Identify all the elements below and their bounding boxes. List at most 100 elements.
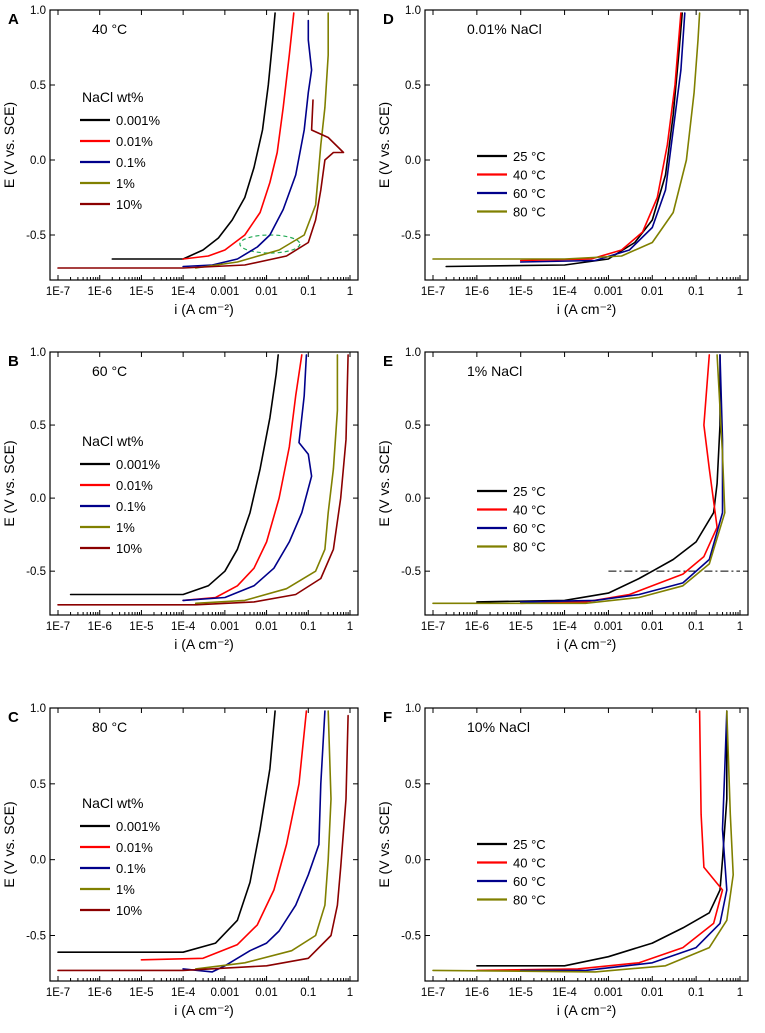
x-tick-label: 0.1 bbox=[300, 987, 316, 999]
legend-label: 0.01% bbox=[116, 840, 153, 855]
x-axis-title: i (A cm⁻²) bbox=[174, 1002, 234, 1018]
y-tick-label: 0.5 bbox=[405, 420, 421, 432]
x-tick-label: 0.001 bbox=[594, 286, 623, 298]
x-tick-label: 1E-7 bbox=[46, 987, 70, 999]
series-line-a-2 bbox=[182, 19, 313, 268]
legend-label: 80 °C bbox=[513, 893, 546, 908]
y-axis-title: E (V vs. SCE) bbox=[376, 801, 392, 887]
legend-label: 1% bbox=[116, 520, 135, 535]
series-line-b-3 bbox=[194, 354, 339, 605]
x-tick-label: 1E-6 bbox=[88, 987, 112, 999]
series-line-d-0 bbox=[445, 12, 683, 268]
plot-frame bbox=[424, 351, 749, 616]
x-tick-label: 1E-5 bbox=[129, 987, 153, 999]
x-tick-label: 1E-4 bbox=[552, 621, 577, 633]
series-line-c-2 bbox=[182, 710, 326, 973]
x-tick-label: 1E-5 bbox=[509, 621, 533, 633]
x-tick-label: 1E-7 bbox=[421, 987, 445, 999]
series-line-b-1 bbox=[182, 354, 303, 602]
series-line-e-1 bbox=[519, 354, 718, 605]
legend-label: 0.1% bbox=[116, 861, 146, 876]
y-tick-label: 0.5 bbox=[30, 420, 46, 432]
y-tick-label: 0.5 bbox=[30, 779, 46, 791]
legend-label: 0.1% bbox=[116, 155, 146, 170]
series-line-b-2 bbox=[182, 354, 313, 602]
panel-title: 0.01% NaCl bbox=[467, 21, 542, 37]
x-tick-label: 0.1 bbox=[688, 987, 704, 999]
x-tick-label: 0.01 bbox=[255, 621, 277, 633]
legend-label: 80 °C bbox=[513, 540, 546, 555]
series-line-b-4 bbox=[57, 354, 349, 606]
x-tick-label: 1 bbox=[347, 621, 353, 633]
y-axis-title: E (V vs. SCE) bbox=[376, 440, 392, 526]
x-tick-label: 1E-4 bbox=[171, 286, 196, 298]
x-tick-label: 0.1 bbox=[688, 621, 704, 633]
series-line-f-2 bbox=[519, 710, 728, 972]
legend-label: 25 °C bbox=[513, 149, 546, 164]
legend-title: NaCl wt% bbox=[82, 433, 143, 449]
series-line-b-0 bbox=[69, 354, 279, 596]
x-tick-label: 1E-5 bbox=[129, 621, 153, 633]
x-tick-label: 1E-6 bbox=[88, 621, 112, 633]
legend-label: 25 °C bbox=[513, 484, 546, 499]
legend-label: 1% bbox=[116, 882, 135, 897]
x-tick-label: 0.01 bbox=[641, 621, 663, 633]
panel-letter: D bbox=[383, 11, 394, 28]
panel-title: 1% NaCl bbox=[467, 363, 522, 379]
y-tick-label: -0.5 bbox=[401, 230, 421, 242]
panel-letter: F bbox=[383, 709, 392, 726]
y-tick-label: 1.0 bbox=[405, 347, 421, 359]
panel-title: 10% NaCl bbox=[467, 719, 530, 735]
y-axis-title: E (V vs. SCE) bbox=[1, 102, 17, 188]
series-line-a-3 bbox=[194, 12, 329, 269]
x-tick-label: 1E-5 bbox=[509, 987, 533, 999]
series-line-a-4 bbox=[57, 99, 345, 269]
series-line-f-0 bbox=[476, 710, 728, 967]
legend-title: NaCl wt% bbox=[82, 795, 143, 811]
panel-letter: A bbox=[8, 11, 19, 28]
y-axis-title: E (V vs. SCE) bbox=[376, 102, 392, 188]
x-tick-label: 1 bbox=[347, 987, 353, 999]
series-line-f-3 bbox=[432, 710, 734, 973]
x-tick-label: 1E-5 bbox=[129, 286, 153, 298]
x-tick-label: 1E-7 bbox=[46, 286, 70, 298]
y-tick-label: 0.5 bbox=[30, 80, 46, 92]
legend-title: NaCl wt% bbox=[82, 89, 143, 105]
x-tick-label: 1E-7 bbox=[421, 286, 445, 298]
x-axis-title: i (A cm⁻²) bbox=[557, 636, 617, 652]
y-tick-label: 1.0 bbox=[30, 5, 46, 17]
x-axis-title: i (A cm⁻²) bbox=[174, 301, 234, 317]
plot-frame bbox=[424, 707, 749, 982]
y-axis-title: E (V vs. SCE) bbox=[1, 440, 17, 526]
x-tick-label: 0.01 bbox=[255, 286, 277, 298]
legend-label: 80 °C bbox=[513, 205, 546, 220]
series-line-a-0 bbox=[111, 12, 276, 260]
panel-letter: C bbox=[8, 709, 19, 726]
x-tick-label: 0.001 bbox=[210, 987, 239, 999]
plot-frame bbox=[49, 9, 359, 281]
legend-label: 1% bbox=[116, 176, 135, 191]
plot-frame bbox=[49, 351, 359, 616]
series-line-e-3 bbox=[432, 354, 726, 605]
x-tick-label: 1E-6 bbox=[465, 286, 489, 298]
x-tick-label: 0.01 bbox=[641, 286, 663, 298]
series-line-c-0 bbox=[57, 710, 276, 953]
x-axis-title: i (A cm⁻²) bbox=[557, 1002, 617, 1018]
x-tick-label: 0.01 bbox=[641, 987, 663, 999]
series-line-e-2 bbox=[519, 354, 724, 603]
y-axis-title: E (V vs. SCE) bbox=[1, 801, 17, 887]
y-tick-label: 1.0 bbox=[405, 703, 421, 715]
series-line-d-2 bbox=[519, 12, 686, 263]
panel-c: 1E-7 1E-6 1E-5 1E-4 0.001 0.01 0.1 1 -0.5 0.0 0.5 1… bbox=[1, 703, 359, 1018]
x-tick-label: 1 bbox=[737, 621, 743, 633]
legend-label: 60 °C bbox=[513, 186, 546, 201]
x-tick-label: 0.01 bbox=[255, 987, 277, 999]
legend-label: 40 °C bbox=[513, 168, 546, 183]
y-tick-label: 0.5 bbox=[405, 80, 421, 92]
x-tick-label: 0.1 bbox=[688, 286, 704, 298]
y-tick-label: 0.0 bbox=[405, 493, 421, 505]
legend-label: 60 °C bbox=[513, 521, 546, 536]
series-line-c-3 bbox=[194, 710, 332, 970]
x-tick-label: 0.001 bbox=[210, 621, 239, 633]
